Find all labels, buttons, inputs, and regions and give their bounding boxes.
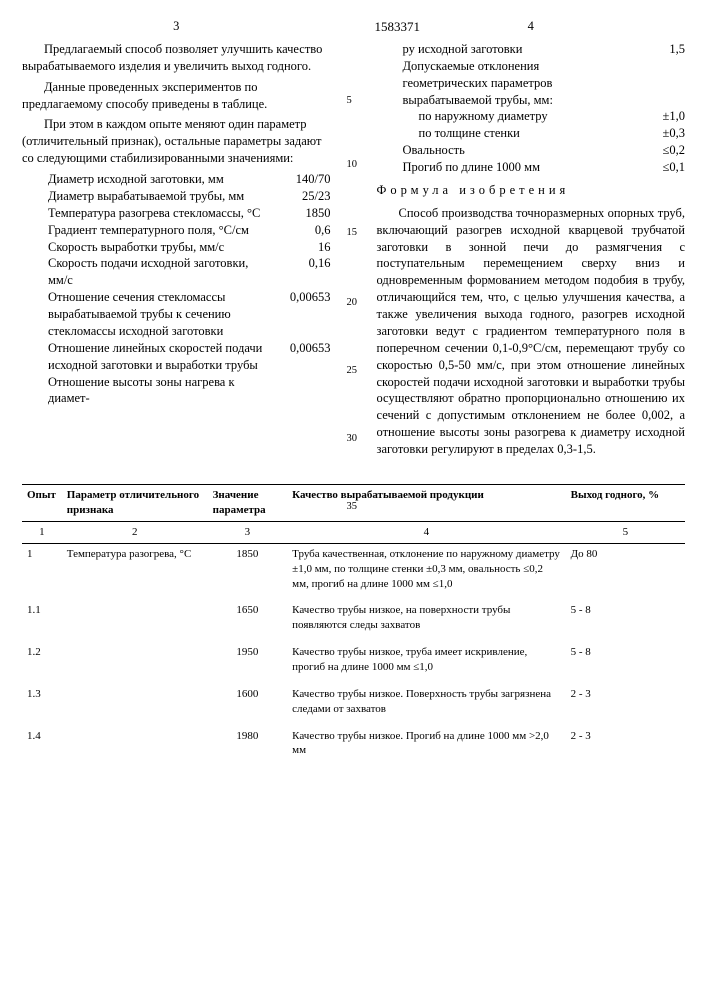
cell-quality: Качество трубы низкое, труба имеет искри…	[287, 642, 565, 684]
cell-value: 1600	[208, 684, 288, 726]
cell-yield: 2 - 3	[566, 684, 685, 726]
param-sublabel: по толщине стенки	[377, 125, 636, 142]
param-label: Отношение высоты зоны нагрева к диамет-	[22, 374, 273, 408]
experiments-table: Опыт Параметр отличительного признака Зн…	[22, 484, 685, 767]
cell-param	[62, 642, 208, 684]
col-number: 3	[208, 522, 288, 544]
col-header: Значение параметра	[208, 485, 288, 522]
table-subheader-row: 1 2 3 4 5	[22, 522, 685, 544]
formula-heading: Формула изобретения	[377, 182, 686, 199]
page-number-left: 3	[22, 18, 331, 35]
param-label: Диаметр вырабатываемой трубы, мм	[22, 188, 273, 205]
param-label: Прогиб по длине 1000 мм	[377, 159, 628, 176]
table-row: 1.4 1980 Качество трубы низкое. Прогиб н…	[22, 726, 685, 768]
param-label: Температура разогрева стекломассы, °С	[22, 205, 273, 222]
paragraph: Предлагаемый способ позволяет улучшить к…	[22, 41, 331, 75]
cell-quality: Качество трубы низкое. Поверхность трубы…	[287, 684, 565, 726]
param-value: 25/23	[273, 188, 331, 205]
col-number: 1	[22, 522, 62, 544]
table-row: 1.2 1950 Качество трубы низкое, труба им…	[22, 642, 685, 684]
table-row: 1 Температура разогрева, °С 1850 Труба к…	[22, 543, 685, 600]
cell-quality: Труба качественная, отклонение по наружн…	[287, 543, 565, 600]
cell-quality: Качество трубы низкое. Прогиб на длине 1…	[287, 726, 565, 768]
line-number: 35	[347, 500, 358, 514]
cell-quality: Качество трубы низкое, на поверхности тр…	[287, 600, 565, 642]
line-number: 30	[347, 432, 358, 446]
cell-value: 1980	[208, 726, 288, 768]
param-value: 0,16	[273, 255, 331, 289]
formula-body: Способ производства точноразмерных опорн…	[377, 205, 686, 458]
cell-param	[62, 726, 208, 768]
document-number: 1583371	[375, 18, 421, 36]
param-value: ≤0,2	[627, 142, 685, 159]
param-heading: Допускаемые отклонения геометрических па…	[377, 58, 628, 109]
cell-value: 1650	[208, 600, 288, 642]
right-column: 1583371 4 ру исходной заготовки1,5 Допус…	[377, 18, 686, 470]
col-number: 4	[287, 522, 565, 544]
param-label: Отношение сечения стекломассы вырабатыва…	[22, 289, 273, 340]
col-header: Выход годного, %	[566, 485, 685, 522]
cell-yield: 2 - 3	[566, 726, 685, 768]
table-row: 1.1 1650 Качество трубы низкое, на повер…	[22, 600, 685, 642]
cell-param	[62, 600, 208, 642]
param-label: Градиент температурного поля, °С/см	[22, 222, 273, 239]
col-number: 5	[566, 522, 685, 544]
param-value: 0,00653	[273, 289, 331, 340]
col-number: 2	[62, 522, 208, 544]
parameter-list: Диаметр исходной заготовки, мм140/70 Диа…	[22, 171, 331, 407]
line-number-gutter: 5 10 15 20 25 30 35	[347, 18, 361, 470]
line-number: 5	[347, 94, 352, 108]
cell-param	[62, 684, 208, 726]
param-value: ±1,0	[635, 108, 685, 125]
param-value: 1,5	[627, 41, 685, 58]
line-number: 20	[347, 296, 358, 310]
cell-opyt: 1.4	[22, 726, 62, 768]
param-value: 16	[273, 239, 331, 256]
param-value	[273, 374, 331, 408]
cell-yield: 5 - 8	[566, 642, 685, 684]
col-header: Опыт	[22, 485, 62, 522]
param-label: Скорость подачи исходной заготовки, мм/с	[22, 255, 273, 289]
cell-param: Температура разогрева, °С	[62, 543, 208, 600]
param-value: 1850	[273, 205, 331, 222]
table-row: 1.3 1600 Качество трубы низкое. Поверхно…	[22, 684, 685, 726]
cell-opyt: 1.1	[22, 600, 62, 642]
param-label: Отношение линейных скоростей подачи исхо…	[22, 340, 273, 374]
cell-opyt: 1.2	[22, 642, 62, 684]
param-label: Диаметр исходной заготовки, мм	[22, 171, 273, 188]
cell-yield: До 80	[566, 543, 685, 600]
cell-opyt: 1	[22, 543, 62, 600]
param-value: ±0,3	[635, 125, 685, 142]
page-number-right: 4	[377, 18, 686, 35]
col-header: Параметр отличительного признака	[62, 485, 208, 522]
col-header: Качество вырабатываемой продукции	[287, 485, 565, 522]
paragraph: При этом в каждом опыте меняют один пара…	[22, 116, 331, 167]
cell-value: 1950	[208, 642, 288, 684]
param-value: 0,6	[273, 222, 331, 239]
line-number: 15	[347, 226, 358, 240]
param-value: ≤0,1	[627, 159, 685, 176]
param-value: 0,00653	[273, 340, 331, 374]
left-column: 3 Предлагаемый способ позволяет улучшить…	[22, 18, 331, 470]
two-column-layout: 3 Предлагаемый способ позволяет улучшить…	[22, 18, 685, 470]
line-number: 25	[347, 364, 358, 378]
line-number: 10	[347, 158, 358, 172]
cell-opyt: 1.3	[22, 684, 62, 726]
param-label: Скорость выработки трубы, мм/с	[22, 239, 273, 256]
param-value: 140/70	[273, 171, 331, 188]
paragraph: Данные проведенных экспериментов по пред…	[22, 79, 331, 113]
param-label: Овальность	[377, 142, 628, 159]
param-sublabel: по наружному диаметру	[377, 108, 636, 125]
cell-yield: 5 - 8	[566, 600, 685, 642]
cell-value: 1850	[208, 543, 288, 600]
param-label: ру исходной заготовки	[377, 41, 628, 58]
